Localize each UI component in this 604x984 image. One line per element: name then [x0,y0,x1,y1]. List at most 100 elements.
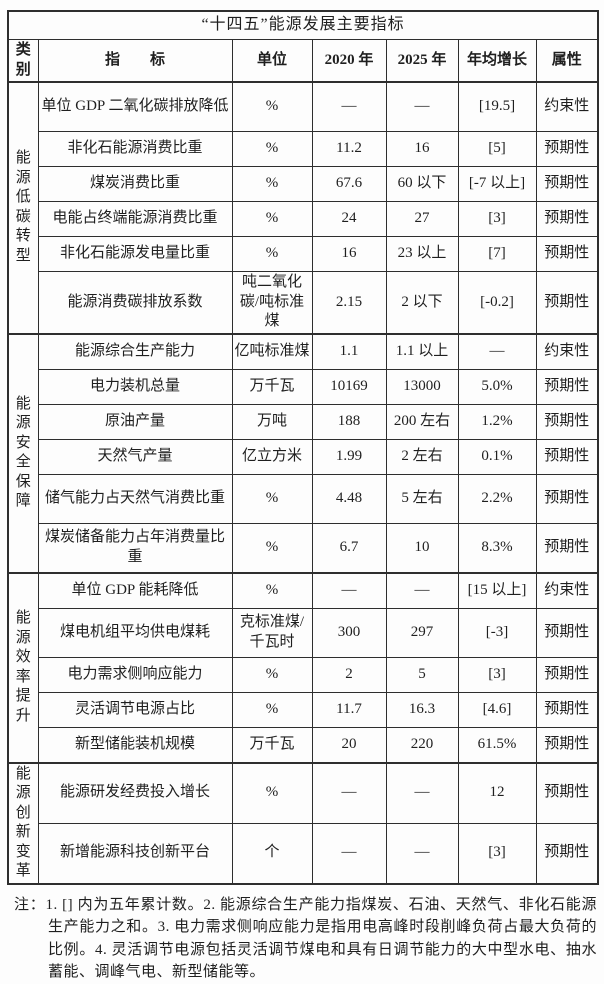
table-row: 非化石能源消费比重 % 11.2 16 [5] 预期性 [8,131,599,167]
attribute-cell: 约束性 [535,81,599,132]
value-2025-cell: — [385,571,459,609]
value-2020-cell: 1.99 [311,438,387,475]
indicator-cell: 能源消费碳排放系数 [37,271,233,334]
value-2025-cell: 5 左右 [385,473,459,524]
value-2020-cell: — [311,81,387,132]
unit-cell: % [231,522,313,573]
growth-cell: [15 以上] [457,571,537,609]
unit-cell: 克标准煤/千瓦时 [231,607,313,658]
indicator-cell: 新增能源科技创新平台 [37,822,233,884]
value-2020-cell: 16 [311,236,387,272]
indicator-cell: 非化石能源发电量比重 [37,236,233,272]
table-title: “十四五”能源发展主要指标 [7,10,599,40]
attribute-cell: 预期性 [535,438,599,475]
value-2020-cell: 10169 [311,368,387,405]
growth-cell: [4.6] [457,691,537,728]
value-2025-cell: 200 左右 [385,403,459,440]
value-2025-cell: 27 [385,201,459,237]
col-header-category: 类别 [7,39,39,83]
footnotes-text: 1. [] 内为五年累计数。2. 能源综合生产能力指煤炭、石油、天然气、非化石能… [45,896,597,981]
value-2025-cell: 2 以下 [385,271,459,334]
header-row: 类别 指 标 单位 2020 年 2025 年 年均增长 属性 [7,39,599,83]
value-2020-cell: 1.1 [311,332,387,370]
value-2020-cell: 20 [311,726,387,763]
attribute-cell: 预期性 [535,726,599,763]
indicator-cell: 煤电机组平均供电煤耗 [37,607,233,658]
table-row: 煤炭消费比重 % 67.6 60 以下 [-7 以上] 预期性 [8,166,599,202]
indicator-cell: 煤炭消费比重 [37,166,233,202]
col-header-2020: 2020 年 [311,39,387,83]
unit-cell: % [231,81,313,132]
value-2020-cell: 2 [311,656,387,693]
footnotes: 注：1. [] 内为五年累计数。2. 能源综合生产能力指煤炭、石油、天然气、非化… [7,894,597,984]
value-2025-cell: — [385,822,459,884]
table-row: 电能占终端能源消费比重 % 24 27 [3] 预期性 [8,201,599,237]
growth-cell: [7] [457,236,537,272]
unit-cell: % [231,201,313,237]
category-cell-security: 能源安全保障 [7,332,39,573]
indicator-cell: 单位 GDP 二氧化碳排放降低 [37,81,233,132]
value-2025-cell: 16 [385,131,459,167]
growth-cell: 8.3% [457,522,537,573]
indicator-cell: 原油产量 [37,403,233,440]
category-cell-low-carbon: 能源低碳转型 [7,81,39,334]
value-2020-cell: 300 [311,607,387,658]
table-row: 能源安全保障 能源综合生产能力 亿吨标准煤 1.1 1.1 以上 — 约束性 [7,332,599,573]
value-2025-cell: — [385,761,459,824]
attribute-cell: 预期性 [535,166,599,202]
attribute-cell: 预期性 [535,691,599,728]
unit-cell: % [231,571,313,609]
unit-cell: 亿立方米 [231,438,313,475]
attribute-cell: 预期性 [535,607,599,658]
value-2020-cell: 4.48 [311,473,387,524]
table-row: 能源效率提升 单位 GDP 能耗降低 % — — [15 以上] 约束性 [7,571,599,763]
attribute-cell: 约束性 [535,571,599,609]
unit-cell: % [231,761,313,824]
energy-indicators-table: “十四五”能源发展主要指标 类别 指 标 单位 2020 年 2025 年 年均… [7,10,600,885]
value-2025-cell: 1.1 以上 [385,332,459,370]
unit-cell: 万千瓦 [231,726,313,763]
table-row: 天然气产量 亿立方米 1.99 2 左右 0.1% 预期性 [8,438,599,475]
attribute-cell: 预期性 [535,236,599,272]
indicator-cell: 灵活调节电源占比 [37,691,233,728]
indicator-cell: 新型储能装机规模 [37,726,233,763]
value-2025-cell: 23 以上 [385,236,459,272]
indicator-cell: 能源研发经费投入增长 [37,761,233,824]
unit-cell: % [231,236,313,272]
growth-cell: 2.2% [457,473,537,524]
growth-cell: 5.0% [457,368,537,405]
table-row: 煤电机组平均供电煤耗 克标准煤/千瓦时 300 297 [-3] 预期性 [8,607,599,658]
title-row: “十四五”能源发展主要指标 [7,10,599,40]
growth-cell: [3] [457,822,537,884]
table-row: 新增能源科技创新平台 个 — — [3] 预期性 [8,822,599,884]
indicator-cell: 储气能力占天然气消费比重 [37,473,233,524]
attribute-cell: 预期性 [535,131,599,167]
growth-cell: [-7 以上] [457,166,537,202]
unit-cell: % [231,131,313,167]
col-header-indicator: 指 标 [37,39,233,83]
value-2020-cell: — [311,822,387,884]
unit-cell: 吨二氧化碳/吨标准煤 [231,271,313,334]
category-cell-efficiency: 能源效率提升 [7,571,39,763]
table-row: 灵活调节电源占比 % 11.7 16.3 [4.6] 预期性 [8,691,599,728]
growth-cell: [3] [457,656,537,693]
growth-cell: [3] [457,201,537,237]
growth-cell: — [457,332,537,370]
attribute-cell: 预期性 [535,403,599,440]
attribute-cell: 预期性 [535,473,599,524]
unit-cell: % [231,656,313,693]
unit-cell: 万千瓦 [231,368,313,405]
col-header-attribute: 属性 [535,39,599,83]
value-2025-cell: 5 [385,656,459,693]
value-2025-cell: 2 左右 [385,438,459,475]
table-row: 电力需求侧响应能力 % 2 5 [3] 预期性 [8,656,599,693]
table-row: 原油产量 万吨 188 200 左右 1.2% 预期性 [8,403,599,440]
value-2020-cell: 188 [311,403,387,440]
indicator-cell: 能源综合生产能力 [37,332,233,370]
growth-cell: 0.1% [457,438,537,475]
indicator-cell: 单位 GDP 能耗降低 [37,571,233,609]
attribute-cell: 预期性 [535,656,599,693]
value-2025-cell: 16.3 [385,691,459,728]
table-row: 能源消费碳排放系数 吨二氧化碳/吨标准煤 2.15 2 以下 [-0.2] 预期… [8,271,599,334]
indicator-cell: 煤炭储备能力占年消费量比重 [37,522,233,573]
